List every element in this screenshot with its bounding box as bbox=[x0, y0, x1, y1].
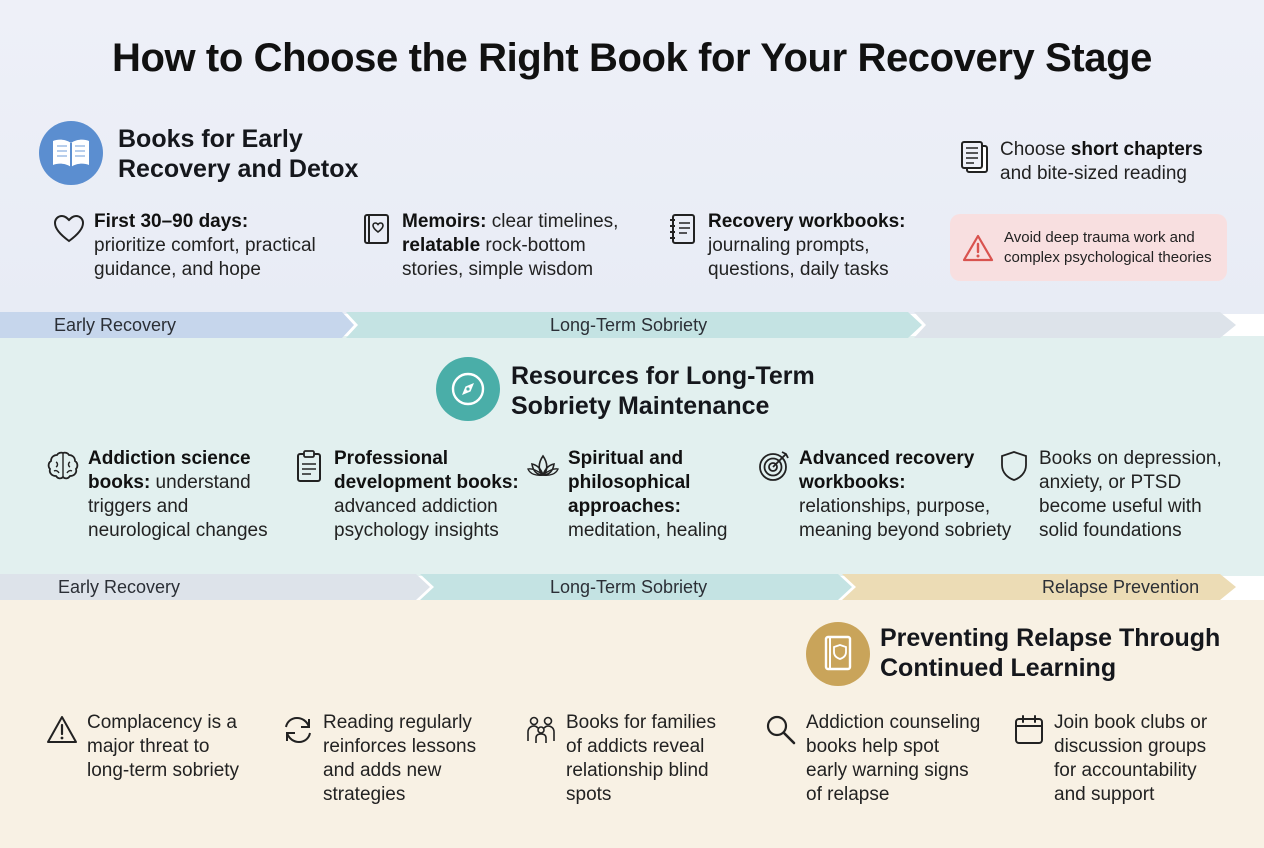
compass-icon bbox=[436, 357, 500, 421]
long-item-mental-health: Books on depression, anxiety, or PTSD be… bbox=[997, 447, 1252, 543]
book-heart-icon bbox=[364, 214, 389, 244]
brain-icon bbox=[47, 451, 79, 480]
timeline2-label-relapse: Relapse Prevention bbox=[1042, 577, 1200, 597]
relapse-item-complacency: Complacency is a major threat to long-te… bbox=[45, 711, 265, 783]
calendar-icon bbox=[1015, 715, 1043, 744]
shield-icon bbox=[1001, 451, 1027, 481]
long-item-spiritual: Spiritual and philosophical approaches: … bbox=[526, 447, 756, 543]
timeline1-label-early: Early Recovery bbox=[54, 315, 177, 335]
relapse-section-heading: Preventing Relapse Through Continued Lea… bbox=[880, 624, 1221, 682]
timeline-early-to-long: Early Recovery Long-Term Sobriety bbox=[0, 312, 1264, 338]
timeline2-label-long: Long-Term Sobriety bbox=[550, 577, 708, 597]
timeline1-label-long: Long-Term Sobriety bbox=[550, 315, 708, 335]
refresh-icon bbox=[285, 716, 311, 744]
pages-icon bbox=[961, 141, 988, 173]
relapse-item-book-clubs: Join book clubs or discussion groups for… bbox=[1012, 711, 1252, 807]
alert-icon bbox=[47, 716, 77, 743]
relapse-item-reading: Reading regularly reinforces lessons and… bbox=[281, 711, 501, 807]
lotus-icon bbox=[527, 454, 559, 477]
notebook-icon bbox=[670, 214, 695, 244]
relapse-section bbox=[0, 600, 1264, 848]
family-icon bbox=[527, 716, 555, 743]
early-item-memoirs: Memoirs: clear timelines, relatable rock… bbox=[360, 210, 650, 282]
early-item-first-days: First 30–90 days: prioritize comfort, pr… bbox=[52, 210, 352, 282]
timeline-three-stages: Early Recovery Long-Term Sobriety Relaps… bbox=[0, 574, 1264, 600]
long-item-advanced-workbooks: Advanced recovery workbooks: relationshi… bbox=[757, 447, 1012, 543]
warning-icon bbox=[962, 234, 994, 261]
early-tip-short-chapters: Choose short chapters and bite-sized rea… bbox=[958, 138, 1238, 186]
target-icon bbox=[759, 451, 789, 481]
heart-icon bbox=[53, 214, 85, 243]
long-section-heading: Resources for Long-Term Sobriety Mainten… bbox=[511, 362, 815, 420]
page-title: How to Choose the Right Book for Your Re… bbox=[111, 36, 1153, 80]
early-warning-box: Avoid deep trauma work and complex psych… bbox=[950, 214, 1227, 281]
clipboard-icon bbox=[297, 450, 321, 482]
long-item-professional: Professional development books: advanced… bbox=[292, 447, 532, 543]
open-book-icon bbox=[39, 121, 103, 185]
long-term-section bbox=[0, 336, 1264, 576]
relapse-item-counseling: Addiction counseling books help spot ear… bbox=[764, 711, 1004, 807]
early-item-workbooks: Recovery workbooks: journaling prompts, … bbox=[666, 210, 936, 282]
early-section-heading: Books for Early Recovery and Detox bbox=[118, 125, 359, 183]
relapse-item-families: Books for families of addicts reveal rel… bbox=[524, 711, 744, 807]
magnifier-icon bbox=[766, 715, 796, 745]
long-item-addiction-science: Addiction science books: understand trig… bbox=[46, 447, 286, 543]
shield-book-icon bbox=[806, 622, 870, 686]
timeline2-label-early: Early Recovery bbox=[58, 577, 181, 597]
